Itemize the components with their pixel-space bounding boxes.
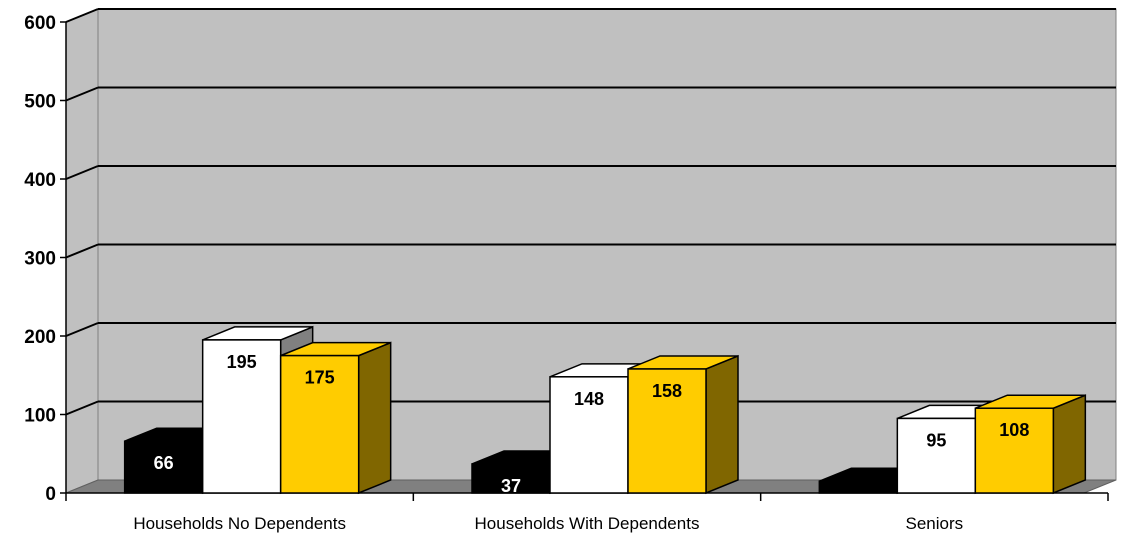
gridline-diagonal (65, 400, 99, 416)
bar (974, 394, 1087, 495)
x-tick-label: Households No Dependents (133, 514, 346, 533)
gridline-diagonal (65, 165, 99, 180)
value-label-series-3: 108 (999, 420, 1029, 440)
value-label-series-1: 66 (154, 453, 174, 473)
value-label-series-3: 158 (652, 381, 682, 401)
bar-front (549, 376, 629, 494)
bar-front (279, 354, 360, 494)
bar-front (201, 339, 282, 494)
value-label-series-1: 15 (848, 493, 868, 513)
labels: 0 100 200 300 400 500 600 Households No Depende… (24, 13, 1029, 533)
y-tick-label: 600 (24, 13, 56, 34)
bar-side (357, 341, 392, 495)
bar-front (123, 440, 204, 494)
bar-side (1052, 394, 1087, 495)
bars (123, 325, 1087, 495)
y-tick-label: 200 (24, 327, 56, 348)
gridline-diagonal (65, 322, 99, 337)
bar-front (896, 417, 977, 494)
bar-front (627, 368, 707, 494)
bar-side (705, 354, 739, 495)
gridline-diagonal (65, 86, 99, 102)
y-tick-label: 0 (45, 484, 56, 505)
value-label-series-2: 195 (227, 352, 257, 372)
value-label-series-2: 95 (926, 430, 946, 450)
bar-front (818, 480, 899, 494)
value-label-series-3: 175 (305, 368, 335, 388)
gridline-diagonal (65, 8, 99, 23)
y-tick-label: 400 (24, 170, 56, 191)
bar (627, 354, 739, 495)
y-tick-label: 300 (24, 249, 56, 270)
y-tick-label: 100 (24, 406, 56, 427)
x-tick-label: Seniors (906, 514, 964, 533)
bar (279, 341, 392, 495)
y-tick-label: 500 (24, 92, 56, 113)
value-label-series-1: 37 (501, 476, 521, 496)
gridline-diagonal (65, 243, 99, 259)
x-tick-label: Households With Dependents (475, 514, 700, 533)
bar-front (974, 407, 1055, 494)
value-label-series-2: 148 (574, 389, 604, 409)
